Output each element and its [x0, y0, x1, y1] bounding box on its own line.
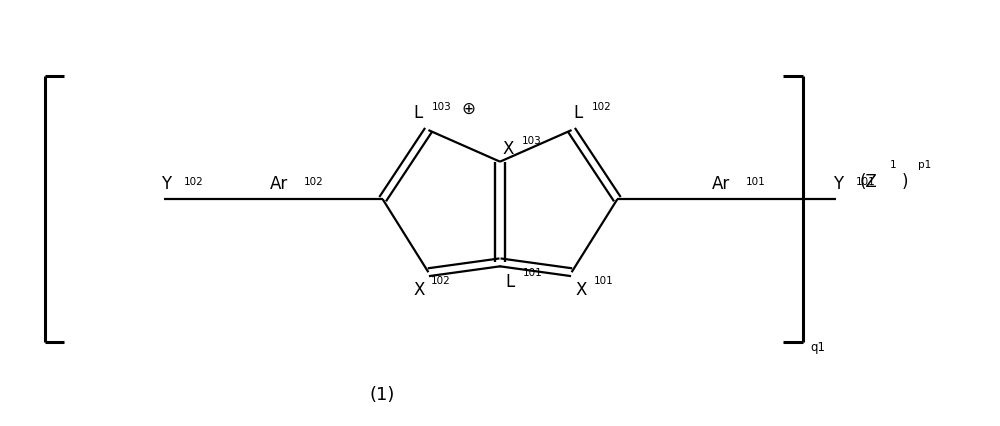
Text: 103: 103: [522, 135, 542, 146]
Text: Ar: Ar: [270, 175, 288, 193]
Text: 101: 101: [856, 177, 876, 187]
Text: X: X: [576, 280, 587, 298]
Text: 101: 101: [523, 268, 543, 278]
Text: Y: Y: [833, 175, 843, 193]
Text: Ar: Ar: [712, 175, 730, 193]
Text: 102: 102: [184, 177, 204, 187]
Text: 101: 101: [746, 177, 765, 187]
Text: p1: p1: [918, 159, 931, 169]
Text: ): ): [902, 173, 908, 191]
Text: (Z: (Z: [860, 173, 878, 191]
Text: 1: 1: [890, 159, 896, 169]
Text: Y: Y: [161, 175, 171, 193]
Text: L: L: [505, 273, 514, 291]
Text: L: L: [574, 104, 583, 122]
Text: 101: 101: [593, 276, 613, 285]
Text: 103: 103: [431, 102, 451, 112]
Text: $\oplus$: $\oplus$: [461, 99, 475, 117]
Text: X: X: [413, 280, 424, 298]
Text: q1: q1: [810, 340, 825, 354]
Text: L: L: [413, 104, 422, 122]
Text: 102: 102: [304, 177, 324, 187]
Text: 102: 102: [591, 102, 611, 112]
Text: (1): (1): [370, 385, 395, 403]
Text: X: X: [503, 139, 514, 157]
Text: 102: 102: [430, 276, 450, 285]
